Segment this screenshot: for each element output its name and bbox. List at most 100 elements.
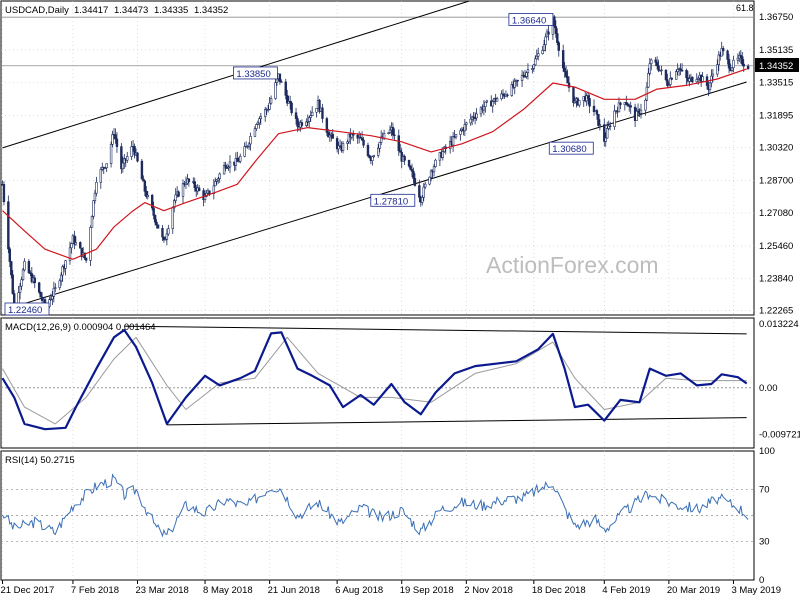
x-axis-labels: 21 Dec 2017 7 Feb 2018 23 Mar 2018 8 May 20…: [0, 580, 781, 596]
candle-body: [305, 121, 308, 126]
candle-body: [424, 183, 427, 188]
candle-body: [531, 68, 534, 70]
candle-body: [222, 165, 226, 175]
candle-body: [619, 102, 622, 106]
candle-body: [173, 200, 176, 209]
candle-body: [708, 82, 712, 90]
candle-body: [650, 59, 653, 65]
candle-body: [33, 277, 36, 284]
candle-body: [143, 180, 147, 192]
candle-body: [274, 82, 277, 99]
candle-body: [111, 134, 114, 145]
candle-body: [174, 194, 177, 201]
macd-signal-line: [2, 336, 747, 425]
candle-body: [155, 221, 158, 226]
fib-level-label: 61.8: [736, 3, 754, 13]
candle-body: [604, 137, 607, 142]
candle-body: [167, 228, 170, 235]
candle-body: [553, 16, 556, 27]
candle-body: [372, 155, 376, 157]
candle-body: [249, 136, 252, 145]
candle-body: [95, 181, 98, 194]
candle-body: [321, 107, 324, 119]
candle-body: [544, 36, 547, 45]
candle-body: [360, 137, 364, 141]
candle-body: [409, 165, 412, 170]
candle-body: [7, 201, 10, 250]
candle-body: [337, 145, 340, 150]
candle-body: [239, 155, 242, 162]
candle-body: [459, 130, 462, 135]
candle-body: [20, 279, 23, 287]
candle-body: [625, 102, 628, 105]
ohlc-high: 1.34473: [114, 5, 148, 16]
candle-body: [104, 167, 107, 169]
candle-body: [588, 98, 591, 107]
candle-body: [629, 105, 632, 108]
candle-body: [429, 170, 433, 178]
candle-body: [64, 260, 67, 269]
x-tick-label: 18 Dec 2018: [532, 585, 586, 596]
candle-body: [133, 145, 136, 156]
candle-body: [121, 162, 125, 170]
candle-body: [224, 165, 227, 169]
candle-body: [563, 67, 566, 72]
candle-body: [685, 69, 688, 79]
price-y-tick-label: 1.22265: [759, 306, 793, 317]
candle-body: [197, 187, 201, 191]
candle-body: [184, 182, 188, 185]
candle-body: [92, 200, 95, 217]
candle-body: [522, 74, 525, 77]
candle-body: [387, 132, 390, 134]
candle-body: [325, 118, 329, 133]
candle-body: [136, 152, 139, 162]
candle-body: [606, 128, 609, 139]
candle-body: [542, 44, 546, 51]
macd-line: [1, 328, 748, 431]
last-price-value: 1.34352: [759, 61, 793, 72]
candle-body: [73, 235, 76, 245]
candle-body: [202, 190, 205, 200]
candle-body: [572, 87, 575, 104]
candle-body: [259, 116, 263, 119]
candle-body: [377, 147, 380, 156]
candle-body: [68, 247, 72, 261]
candle-body: [346, 141, 349, 144]
candle-body: [215, 179, 218, 182]
candle-body: [237, 160, 240, 163]
candle-body: [676, 69, 679, 72]
candle-body: [214, 181, 217, 187]
candle-body: [647, 73, 650, 88]
candle-body: [520, 74, 524, 81]
candle-body: [403, 156, 406, 161]
candle-body: [356, 134, 359, 139]
candle-body: [278, 73, 282, 82]
candle-body: [561, 50, 565, 69]
candle-body: [236, 157, 239, 162]
candle-body: [586, 95, 590, 99]
candle-body: [592, 105, 596, 113]
candle-body: [2, 184, 6, 203]
candle-body: [613, 110, 616, 127]
candle-body: [335, 138, 339, 150]
candle-body: [695, 79, 698, 83]
candle-body: [567, 82, 571, 88]
candle-body: [264, 109, 267, 117]
candle-body: [691, 76, 694, 83]
candle-body: [595, 110, 599, 115]
candle-body: [193, 181, 196, 188]
candle-body: [350, 133, 354, 138]
candle-body: [309, 115, 312, 118]
price-annotation-box: [508, 13, 554, 26]
candle-body: [399, 150, 402, 153]
price-annotation-label: 1.27810: [374, 196, 408, 207]
candle-body: [74, 242, 78, 245]
candle-body: [469, 118, 472, 124]
candle-body: [225, 167, 229, 169]
macd-panel-frame: [0, 317, 755, 449]
x-tick-label: 4 Feb 2019: [602, 585, 650, 596]
candle-body: [18, 285, 22, 293]
candle-body: [412, 171, 415, 179]
price-y-tick-label: 1.33515: [759, 78, 793, 89]
candle-body: [407, 160, 411, 167]
